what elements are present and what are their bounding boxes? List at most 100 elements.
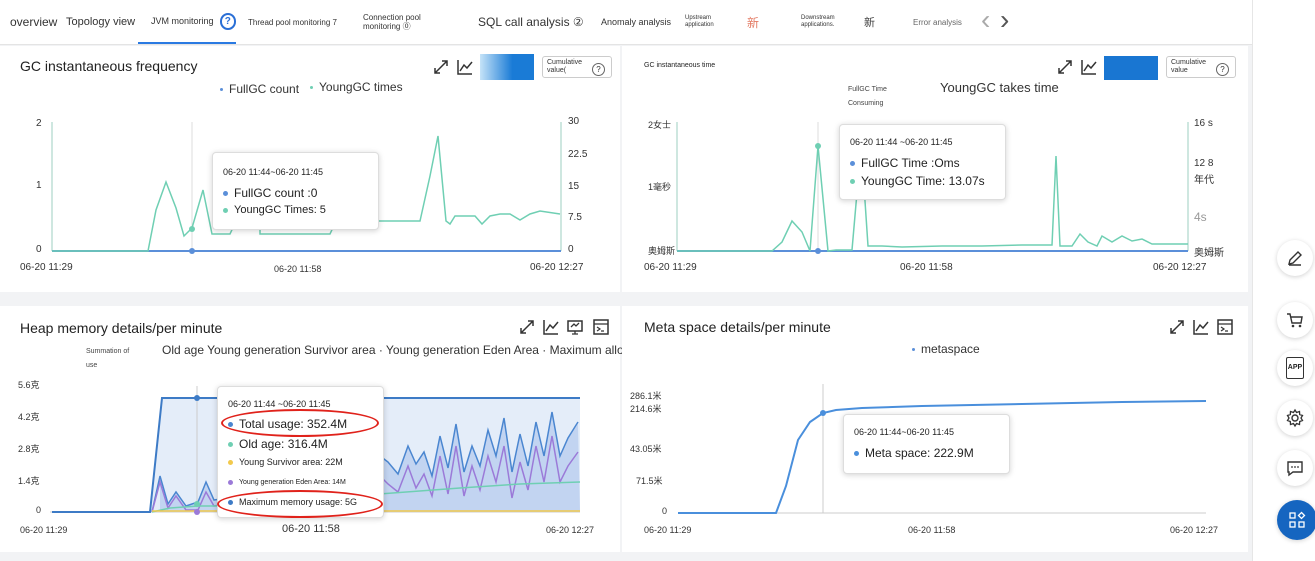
app-icon: APP [1286, 357, 1304, 379]
prev-tab-icon[interactable]: ‹ [981, 4, 991, 35]
gc-time-tooltip: 06-20 11:44 ~06-20 11:45 FullGC Time :Om… [839, 124, 1006, 200]
y-tick-right: 0 [568, 244, 574, 255]
y-tick: 0 [36, 505, 42, 515]
app-button[interactable]: APP [1277, 350, 1313, 386]
tab-conn-label-2: monitoring ⓪ [363, 22, 411, 31]
tab-error-analysis[interactable]: Error analysis [913, 17, 962, 27]
cumulative-label-1: Cumulative [547, 59, 583, 66]
x-tick: 06-20 11:29 [644, 262, 697, 273]
help-icon[interactable]: ? [219, 12, 236, 30]
heap-memory-panel: Heap memory details/per minute Summation… [0, 306, 692, 552]
apps-grid-button[interactable] [1277, 500, 1315, 540]
y-tick-right: 年代 [1194, 175, 1214, 186]
tab-thread-pool[interactable]: Thread pool monitoring 7 [248, 17, 337, 27]
legend-fullgc-time[interactable]: FullGC Time Consuming [848, 80, 887, 108]
tab-jvm-monitoring[interactable]: JVM monitoring ? [138, 0, 236, 44]
series-toggle-button[interactable] [1104, 56, 1158, 80]
settings-button[interactable] [1277, 400, 1313, 436]
y-tick: 2.8克 [18, 444, 40, 454]
highlight-ring [217, 490, 383, 518]
tab-downstream[interactable]: Downstream applications. [801, 0, 835, 44]
tab-upstream-label-1: Upstream [685, 15, 712, 21]
line-chart-icon[interactable] [1080, 58, 1098, 76]
expand-icon[interactable] [1168, 318, 1186, 336]
cart-button[interactable] [1277, 302, 1313, 338]
x-tick: 06-20 11:29 [20, 262, 73, 273]
legend-metaspace[interactable]: metaspace [912, 342, 980, 356]
cumulative-label-2: value( [547, 67, 567, 74]
terminal-icon[interactable] [592, 318, 610, 336]
new-badge: 新 [747, 15, 760, 30]
legend-younggc[interactable]: YoungGC times [310, 80, 403, 94]
tab-upstream[interactable]: Upstream application [685, 0, 714, 44]
next-tab-icon[interactable]: › [1000, 4, 1010, 35]
eden-line [151, 435, 579, 513]
chat-button[interactable] [1277, 450, 1313, 486]
legend-fullgc[interactable]: FullGC count [220, 82, 299, 96]
cumulative-value-toggle[interactable]: Cumulative value ? [1166, 56, 1236, 78]
y-tick-right: 7.5 [568, 212, 582, 223]
series-toggle-button[interactable] [480, 54, 534, 80]
tab-sql-analysis[interactable]: SQL call analysis ② [478, 15, 584, 29]
expand-icon[interactable] [432, 58, 450, 76]
legend-label: YoungGC times [319, 80, 403, 94]
tooltip-dot [850, 161, 855, 167]
tab-connection-pool[interactable]: Connection pool monitoring ⓪ [363, 0, 421, 44]
tab-upstream-label-2: application [685, 22, 714, 28]
tooltip-line: Young Survivor area: 22M [239, 457, 343, 467]
tab-topology[interactable]: Topology view [66, 16, 136, 28]
expand-icon[interactable] [518, 318, 536, 336]
metaspace-line [678, 400, 1207, 514]
tooltip-dot [228, 460, 233, 466]
tooltip-line: FullGC count :0 [234, 186, 318, 200]
tooltip-dot [854, 451, 859, 457]
tooltip-time: 06-20 11:44~06-20 11:45 [223, 167, 324, 177]
line-chart-icon[interactable] [542, 318, 560, 336]
legend-summation[interactable]: Summation of use [86, 342, 129, 370]
terminal-icon[interactable] [1216, 318, 1234, 336]
y-tick-right: 4s [1194, 210, 1207, 224]
y-tick-right: 16 s [1194, 118, 1213, 129]
edit-button[interactable] [1277, 240, 1313, 276]
line-chart-icon[interactable] [456, 58, 474, 76]
line-chart-icon[interactable] [1192, 318, 1210, 336]
y-tick: 1毫秒 [648, 182, 672, 192]
x-tick: 06-20 11:58 [900, 262, 953, 273]
hover-point [815, 248, 821, 254]
tab-overview[interactable]: overview [10, 15, 58, 29]
hover-point [194, 501, 200, 507]
x-tick: 06-20 12:27 [546, 525, 595, 535]
tooltip-time: 06-20 11:44 ~06-20 11:45 [228, 399, 331, 409]
panel-title: Meta space details/per minute [644, 319, 831, 335]
tooltip-dot [223, 207, 228, 213]
cumulative-value-toggle[interactable]: Cumulative value( ? [542, 56, 612, 78]
right-toolbar: APP [1252, 0, 1315, 561]
gc-time-panel: GC instantaneous time FullGC Time Consumi… [622, 46, 1248, 292]
tab-downstream-label-1: Downstream [801, 15, 835, 21]
tab-anomaly[interactable]: Anomaly analysis [601, 17, 672, 27]
legend-heap-series[interactable]: Old age Young generation Survivor area ·… [162, 343, 693, 357]
legend-label-2: use [86, 362, 98, 369]
y-tick: 2女士 [648, 120, 672, 130]
tooltip-dot [228, 479, 233, 485]
tooltip-line: FullGC Time :Oms [861, 156, 960, 170]
y-tick: 214.6米 [630, 404, 662, 414]
legend-younggc-time[interactable]: YoungGC takes time [940, 80, 1059, 95]
tab-jvm-label: JVM monitoring [151, 16, 214, 26]
meta-space-panel: Meta space details/per minute metaspace … [622, 306, 1248, 552]
meta-space-chart [678, 384, 1207, 514]
legend-dot [310, 86, 313, 90]
gear-icon [1286, 408, 1304, 428]
tooltip-dot [850, 179, 855, 185]
legend-label-1: FullGC Time [848, 86, 887, 93]
pencil-icon [1288, 251, 1302, 266]
legend-label: FullGC count [229, 82, 300, 96]
tooltip-dot [223, 191, 228, 197]
total-usage-line [151, 411, 579, 513]
monitor-icon[interactable] [566, 318, 584, 336]
tooltip-time: 06-20 11:44~06-20 11:45 [854, 427, 955, 437]
hover-point [189, 248, 195, 254]
expand-icon[interactable] [1056, 58, 1074, 76]
tooltip-line: YoungGC Times: 5 [234, 204, 326, 216]
gc-time-chart [676, 122, 1189, 254]
